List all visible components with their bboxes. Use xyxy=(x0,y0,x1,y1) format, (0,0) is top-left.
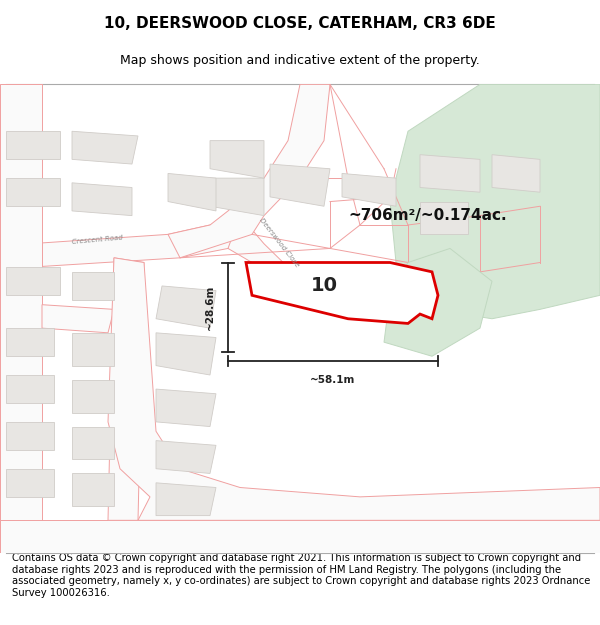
Polygon shape xyxy=(0,216,252,268)
Polygon shape xyxy=(390,84,600,319)
Text: ~28.6m: ~28.6m xyxy=(205,284,215,330)
Polygon shape xyxy=(6,375,54,403)
Polygon shape xyxy=(228,216,324,304)
Polygon shape xyxy=(0,520,600,553)
Text: Map shows position and indicative extent of the property.: Map shows position and indicative extent… xyxy=(120,54,480,68)
Polygon shape xyxy=(210,178,264,216)
Polygon shape xyxy=(420,201,468,234)
Polygon shape xyxy=(210,141,264,178)
Text: Contains OS data © Crown copyright and database right 2021. This information is : Contains OS data © Crown copyright and d… xyxy=(12,553,590,598)
Polygon shape xyxy=(156,286,216,328)
Polygon shape xyxy=(72,272,114,300)
Polygon shape xyxy=(342,173,396,206)
Polygon shape xyxy=(492,154,540,192)
Polygon shape xyxy=(384,248,492,356)
Polygon shape xyxy=(168,173,216,211)
Polygon shape xyxy=(72,131,138,164)
Polygon shape xyxy=(6,328,54,356)
Polygon shape xyxy=(156,441,216,474)
Polygon shape xyxy=(72,332,114,366)
Polygon shape xyxy=(6,268,60,295)
Polygon shape xyxy=(6,469,54,497)
Polygon shape xyxy=(72,474,114,506)
Polygon shape xyxy=(246,262,438,324)
Polygon shape xyxy=(420,154,480,192)
Polygon shape xyxy=(108,258,600,520)
Polygon shape xyxy=(108,258,144,520)
Polygon shape xyxy=(270,164,330,206)
Text: Deerswood Close: Deerswood Close xyxy=(258,217,300,268)
Polygon shape xyxy=(0,84,42,553)
Text: 10, DEERSWOOD CLOSE, CATERHAM, CR3 6DE: 10, DEERSWOOD CLOSE, CATERHAM, CR3 6DE xyxy=(104,16,496,31)
Text: 10: 10 xyxy=(311,276,337,296)
Polygon shape xyxy=(156,482,216,516)
Polygon shape xyxy=(6,178,60,206)
Polygon shape xyxy=(156,332,216,375)
Polygon shape xyxy=(156,389,216,426)
Polygon shape xyxy=(6,131,60,159)
Polygon shape xyxy=(72,426,114,459)
Polygon shape xyxy=(72,379,114,412)
Text: ~58.1m: ~58.1m xyxy=(310,374,356,384)
Polygon shape xyxy=(42,304,114,332)
Polygon shape xyxy=(6,422,54,450)
Polygon shape xyxy=(72,182,132,216)
Text: Crescent Road: Crescent Road xyxy=(72,234,124,245)
Polygon shape xyxy=(168,84,330,258)
Text: ~706m²/~0.174ac.: ~706m²/~0.174ac. xyxy=(348,208,506,223)
